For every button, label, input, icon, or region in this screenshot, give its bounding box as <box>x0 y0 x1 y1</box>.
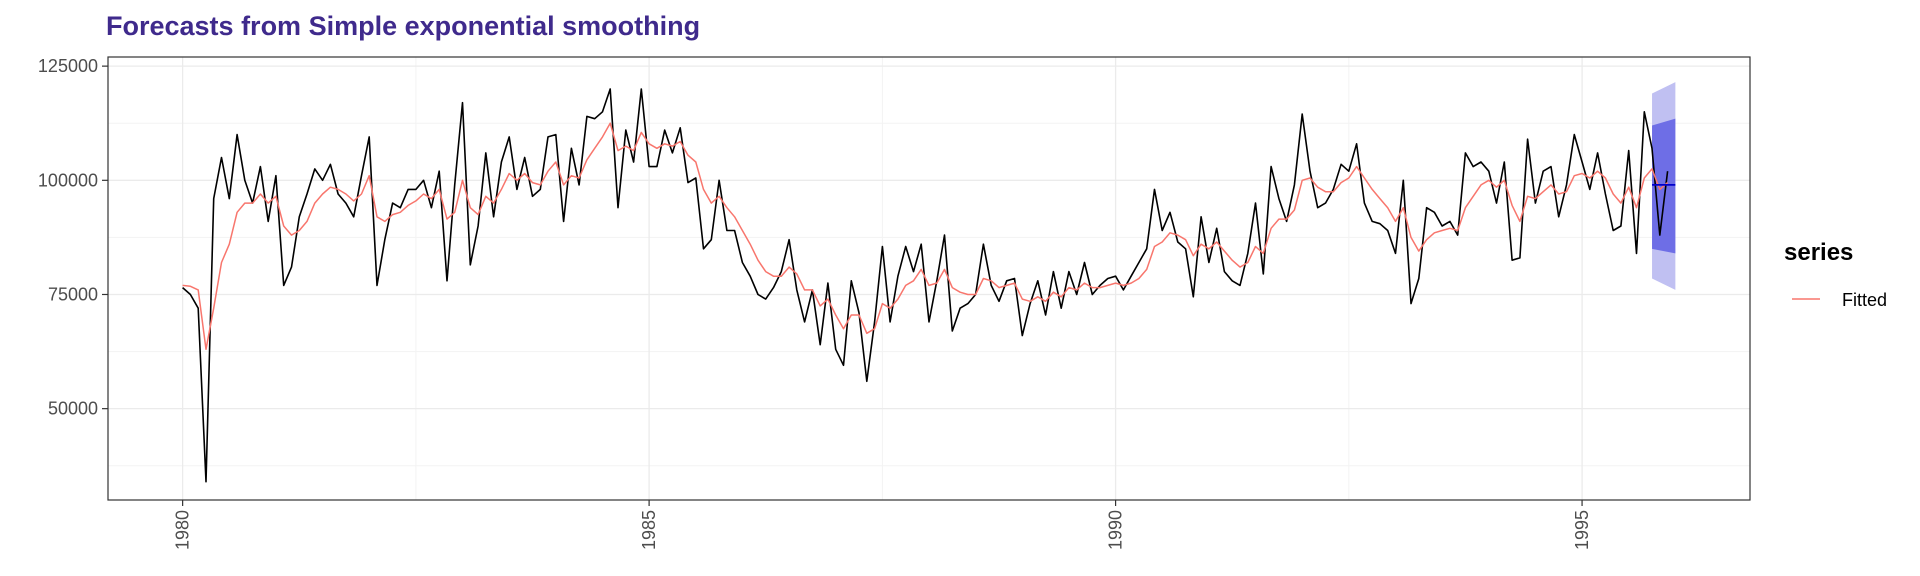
grid-lines <box>108 57 1750 500</box>
y-tick-label: 75000 <box>48 284 98 304</box>
x-tick-label: 1995 <box>1572 510 1592 550</box>
x-tick-label: 1990 <box>1106 510 1126 550</box>
legend-label-fitted: Fitted <box>1842 290 1887 310</box>
x-tick-label: 1980 <box>173 510 193 550</box>
plot-panel-border <box>107 56 1751 501</box>
series-lines <box>182 88 1676 483</box>
y-tick-label: 125000 <box>38 56 98 76</box>
y-tick-label: 100000 <box>38 170 98 190</box>
y-tick-label: 50000 <box>48 399 98 419</box>
series-line-actual <box>182 88 1669 483</box>
legend-title: series <box>1784 239 1853 266</box>
chart-title: Forecasts from Simple exponential smooth… <box>106 11 700 41</box>
series-line-fitted <box>182 122 1669 351</box>
axes: 50000 75000 100000 125000 1980 1985 1990 1995 <box>38 56 1592 550</box>
legend: series Fitted <box>1784 239 1887 310</box>
x-tick-label: 1985 <box>639 510 659 550</box>
